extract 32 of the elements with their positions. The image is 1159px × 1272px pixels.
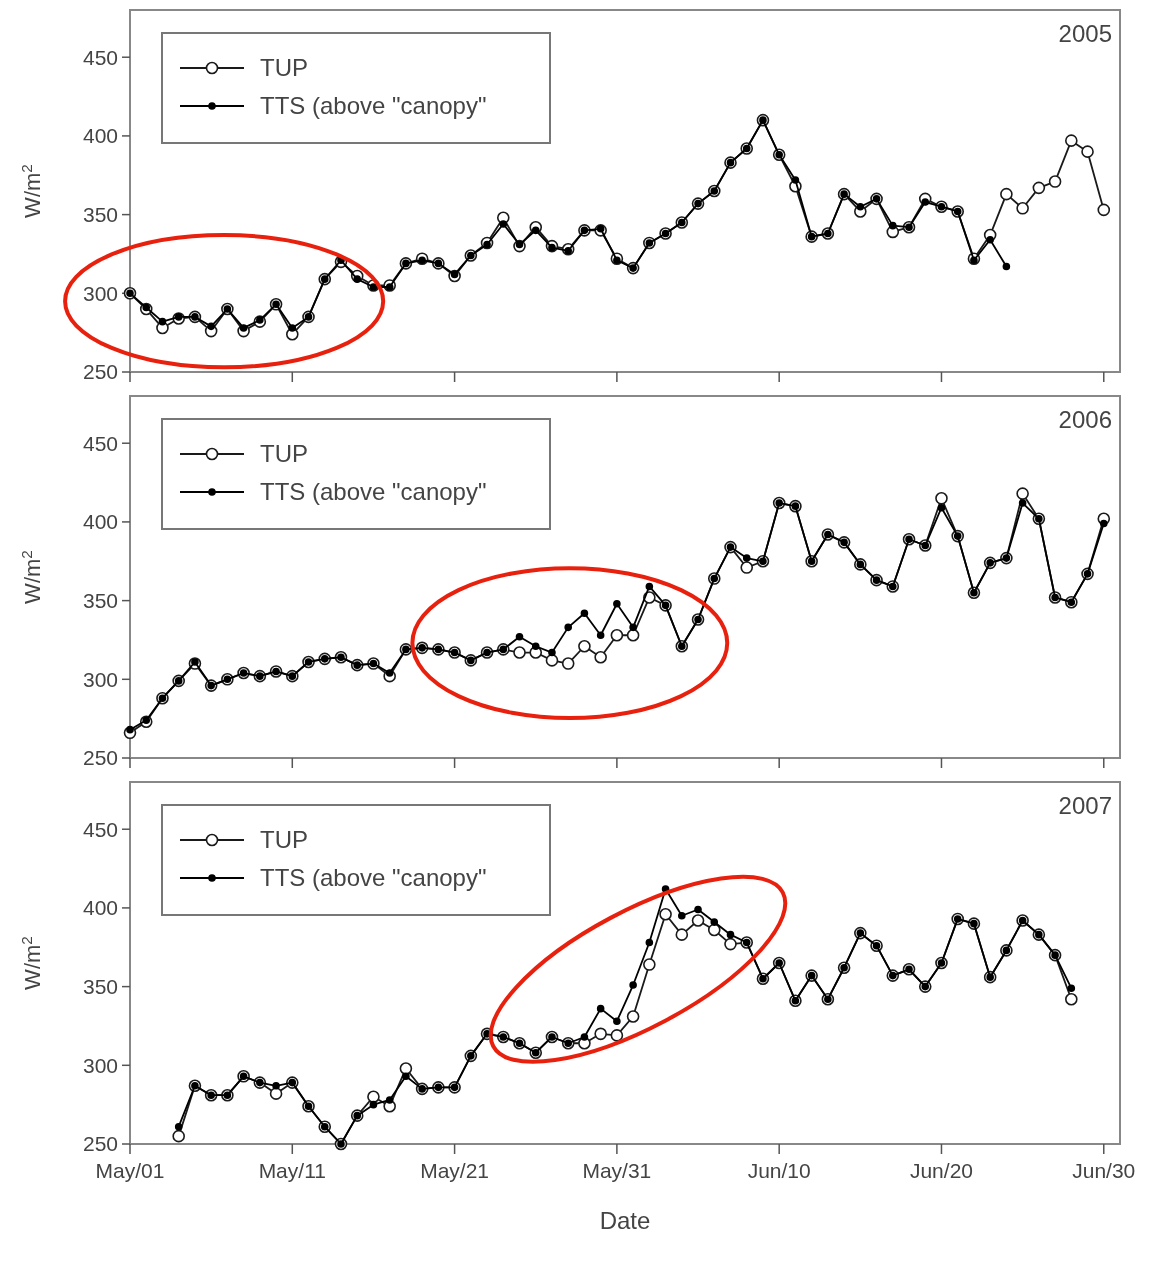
y-tick-label: 400 bbox=[82, 510, 118, 534]
legend-label: TUP bbox=[260, 826, 308, 854]
y-tick-label: 400 bbox=[82, 896, 118, 920]
y-tick-label: 350 bbox=[82, 202, 118, 226]
chart-title: 2005 bbox=[1058, 20, 1112, 47]
y-tick-label: 300 bbox=[82, 667, 118, 691]
chart-title: 2007 bbox=[1058, 792, 1112, 819]
legend-label: TTS (above "canopy" bbox=[260, 478, 487, 506]
x-tick-label: Jun/10 bbox=[747, 1159, 811, 1182]
legend-label: TTS (above "canopy" bbox=[260, 92, 487, 120]
y-tick-label: 250 bbox=[82, 360, 118, 384]
y-tick-label: 400 bbox=[82, 124, 118, 148]
x-axis-title: Date bbox=[599, 1207, 651, 1234]
y-tick-label: 450 bbox=[82, 45, 118, 69]
y-tick-label: 450 bbox=[82, 817, 118, 841]
x-tick-label: Jun/20 bbox=[909, 1159, 974, 1182]
chart-title: 2006 bbox=[1058, 406, 1112, 433]
x-tick-label: May/31 bbox=[582, 1159, 652, 1182]
legend-label: TUP bbox=[260, 440, 308, 468]
x-tick-label: Jun/30 bbox=[1072, 1159, 1136, 1182]
y-tick-label: 250 bbox=[82, 746, 118, 770]
y-tick-label: 300 bbox=[82, 1053, 118, 1077]
x-tick-label: May/21 bbox=[420, 1159, 490, 1182]
y-tick-label: 450 bbox=[82, 431, 118, 455]
y-tick-label: 250 bbox=[82, 1132, 118, 1156]
y-tick-label: 300 bbox=[82, 281, 118, 305]
legend-label: TTS (above "canopy" bbox=[260, 864, 487, 892]
x-tick-label: May/11 bbox=[258, 1159, 326, 1182]
y-tick-label: 350 bbox=[82, 588, 118, 612]
x-tick-label: May/01 bbox=[95, 1159, 165, 1182]
legend-label: TUP bbox=[260, 54, 308, 82]
y-tick-label: 350 bbox=[82, 974, 118, 998]
